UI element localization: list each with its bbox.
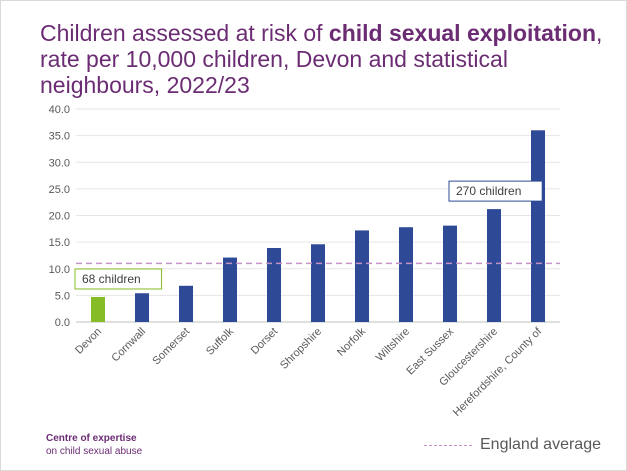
title-part-2: , rate per 10,000 children, Devon and st… [40, 20, 603, 98]
x-tick-label: Norfolk [335, 325, 368, 358]
legend-dashed-line-swatch [424, 444, 472, 446]
bar [223, 257, 237, 322]
y-tick-label: 0.0 [55, 317, 70, 329]
x-tick-label: Wiltshire [374, 326, 412, 364]
bar [267, 247, 281, 322]
y-tick-label: 35.0 [49, 131, 70, 143]
legend: England average [424, 436, 601, 454]
bar [531, 130, 545, 322]
bar [355, 230, 369, 322]
x-tick-label: Shropshire [278, 326, 324, 372]
x-tick-label: Dorset [249, 326, 280, 357]
x-tick-label: Suffolk [204, 325, 236, 357]
x-tick-label: Herefordshire, County of [451, 325, 545, 419]
y-tick-label: 40.0 [49, 104, 70, 116]
annotation-box [448, 180, 543, 202]
x-tick-label: Somerset [150, 326, 192, 368]
x-tick-label: Devon [73, 326, 104, 357]
y-tick-label: 20.0 [49, 211, 70, 223]
brand-line-1: Centre of expertise [46, 433, 137, 444]
brand-line-2: on child sexual abuse [46, 446, 143, 457]
chart-title: Children assessed at risk of child sexua… [40, 20, 610, 98]
annotation-box [74, 268, 163, 290]
annotation-label: 270 children [456, 184, 521, 198]
bar [487, 209, 501, 322]
bar [311, 244, 325, 322]
y-tick-label: 15.0 [49, 237, 70, 249]
bar [179, 285, 193, 322]
legend-label: England average [480, 436, 601, 453]
bar [443, 225, 457, 322]
y-tick-label: 5.0 [55, 290, 70, 302]
bar [91, 296, 105, 322]
brand-logo-text: Centre of expertise on child sexual abus… [46, 432, 142, 458]
y-tick-label: 10.0 [49, 264, 70, 276]
y-tick-label: 30.0 [49, 157, 70, 169]
y-tick-label: 25.0 [49, 184, 70, 196]
x-tick-label: Cornwall [109, 326, 148, 365]
bar [399, 227, 413, 322]
title-part-bold: child sexual exploitation [328, 20, 597, 46]
annotation-label: 68 children [82, 272, 141, 286]
title-part-1: Children assessed at risk of [40, 20, 329, 46]
bar [135, 293, 149, 322]
